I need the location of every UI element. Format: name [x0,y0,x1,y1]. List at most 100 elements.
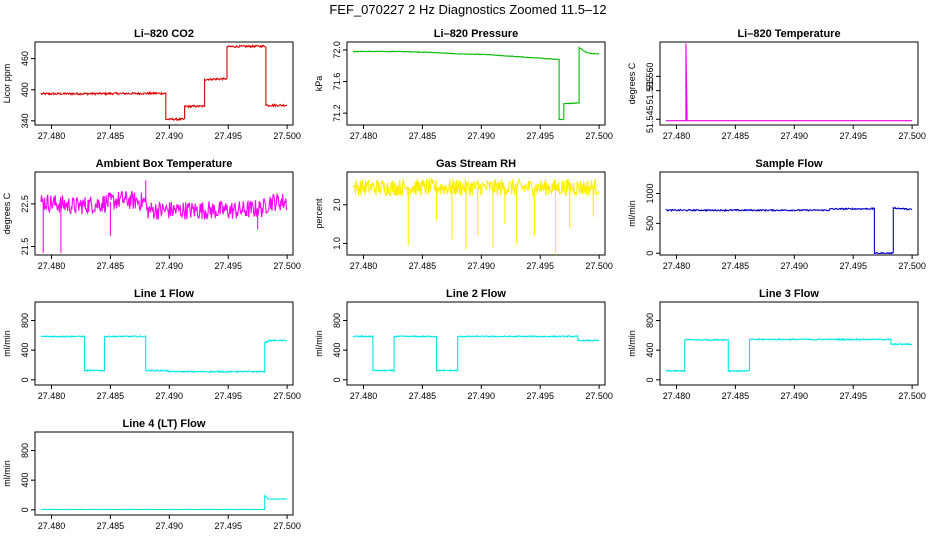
plot-frame [659,301,919,386]
x-tick-label: 27.485 [722,261,750,271]
series-line [352,45,600,121]
y-tick-label: 500 [645,216,655,231]
y-tick-label: 1.0 [332,237,342,250]
x-tick-label: 27.500 [898,391,926,401]
plot-frame [34,41,294,126]
panel-li-820-temperature: Li–820 Temperature degrees C 27.480 27.485 2… [627,28,926,141]
x-tick-label: 27.500 [898,261,926,271]
y-tick-label: 1000 [645,183,655,203]
y-tick-label: 0 [645,251,655,256]
y-tick-label: 800 [20,313,30,328]
y-tick-label: 22.5 [20,195,30,213]
x-tick-label: 27.495 [214,261,242,271]
x-tick-label: 27.495 [526,131,554,141]
panel-ambient-box-temperature: Ambient Box Temperature degrees C 27.480 27… [2,158,301,271]
panel-title: Line 4 (LT) Flow [123,418,206,430]
panel-title: Sample Flow [755,158,823,170]
y-axis-label: degrees C [627,62,637,104]
y-tick-label: 21.5 [20,238,30,256]
y-axis-label: percent [314,198,324,229]
series-line [665,337,913,373]
y-tick-label: 400 [645,343,655,358]
y-tick-label: 800 [332,313,342,328]
x-tick-label: 27.485 [409,131,437,141]
panel-gas-stream-rh: Gas Stream RH percent 27.480 27.485 27.490 27… [314,158,613,271]
y-axis-label: ml/min [627,200,637,227]
plot-frame [659,171,919,256]
x-tick-label: 27.480 [38,391,66,401]
x-tick-label: 27.490 [468,131,496,141]
panel-title: Li–820 Pressure [434,28,518,40]
y-tick-label: 400 [20,473,30,488]
y-tick-label: 51.555 [645,77,655,105]
x-tick-label: 27.495 [526,261,554,271]
panel-title: Ambient Box Temperature [96,158,233,170]
series-line [352,334,600,373]
x-tick-label: 27.495 [214,391,242,401]
y-tick-label: 71.6 [332,73,342,91]
panel-li-820-co2: Li–820 CO2 Licor ppm 27.480 27.485 27.490 27.… [2,28,301,141]
y-tick-label: 400 [20,82,30,97]
y-tick-label: 340 [20,113,30,128]
y-tick-label: 0 [20,507,30,512]
x-tick-label: 27.500 [273,391,301,401]
y-tick-label: 800 [20,443,30,458]
x-tick-label: 27.495 [839,131,867,141]
y-tick-label: 71.2 [332,104,342,122]
x-tick-label: 27.480 [663,131,691,141]
x-tick-label: 27.490 [156,521,184,531]
plot-frame [34,171,294,256]
x-tick-label: 27.485 [97,261,125,271]
plot-frame [346,171,606,256]
x-tick-label: 27.485 [97,131,125,141]
y-axis-label: kPa [314,76,324,92]
x-tick-label: 27.500 [898,131,926,141]
x-tick-label: 27.495 [839,391,867,401]
plot-frame [659,41,919,126]
x-tick-label: 27.490 [781,131,809,141]
x-tick-label: 27.490 [781,261,809,271]
panel-li-820-pressure: Li–820 Pressure kPa 27.480 27.485 27.490 27.4… [314,28,613,141]
y-tick-label: 51.545 [645,106,655,134]
x-tick-label: 27.485 [722,131,750,141]
x-tick-label: 27.480 [38,521,66,531]
y-axis-label: ml/min [314,330,324,357]
x-tick-label: 27.485 [722,391,750,401]
x-tick-label: 27.500 [273,131,301,141]
panel-line-1-flow: Line 1 Flow ml/min 27.480 27.485 27.490 27.49… [2,288,301,401]
y-tick-label: 51.560 [645,63,655,91]
x-tick-label: 27.490 [156,261,184,271]
x-tick-label: 27.500 [273,521,301,531]
panel-line-3-flow: Line 3 Flow ml/min 27.480 27.485 27.490 27.49… [627,288,926,401]
series-line [352,177,600,197]
page-title: FEF_070227 2 Hz Diagnostics Zoomed 11.5–… [329,2,607,17]
panel-title: Li–820 Temperature [737,28,840,40]
y-tick-label: 2.0 [332,199,342,212]
x-tick-label: 27.480 [350,391,378,401]
x-tick-label: 27.485 [97,391,125,401]
x-tick-label: 27.480 [350,261,378,271]
panel-title: Li–820 CO2 [134,28,194,40]
x-tick-label: 27.485 [409,261,437,271]
panel-line-2-flow: Line 2 Flow ml/min 27.480 27.485 27.490 27.49… [314,288,613,401]
x-tick-label: 27.495 [526,391,554,401]
y-axis-label: degrees C [2,192,12,234]
series-line [40,43,288,122]
y-tick-label: 400 [20,343,30,358]
plot-frame [346,41,606,126]
y-axis-label: Licor ppm [2,64,12,104]
panel-title: Line 3 Flow [759,288,819,300]
y-tick-label: 460 [20,51,30,66]
x-tick-label: 27.485 [97,521,125,531]
y-tick-label: 400 [332,343,342,358]
y-axis-label: ml/min [627,330,637,357]
x-tick-label: 27.485 [409,391,437,401]
y-tick-label: 800 [645,313,655,328]
x-tick-label: 27.500 [585,391,613,401]
series-line [40,335,288,374]
series-line [40,190,288,221]
panel-title: Gas Stream RH [436,158,516,170]
x-tick-label: 27.500 [585,261,613,271]
panel-line-4-lt-flow: Line 4 (LT) Flow ml/min 27.480 27.485 27.490… [2,418,301,531]
x-tick-label: 27.480 [663,261,691,271]
